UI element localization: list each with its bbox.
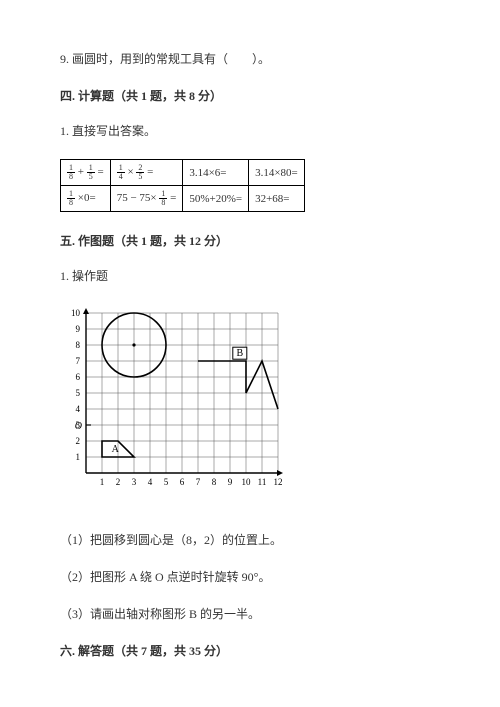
svg-text:5: 5 xyxy=(76,388,81,398)
table-cell: 50%+20%= xyxy=(183,186,249,212)
table-cell: 75 − 75× 18 = xyxy=(110,186,183,212)
table-cell: 14 × 25 = xyxy=(110,160,183,186)
svg-text:8: 8 xyxy=(212,477,217,487)
svg-text:A: A xyxy=(112,444,120,455)
section-5-q1: 1. 操作题 xyxy=(60,267,440,286)
svg-text:10: 10 xyxy=(242,477,252,487)
svg-text:O: O xyxy=(75,421,82,432)
svg-text:10: 10 xyxy=(71,308,81,318)
subquestion-2: （2）把图形 A 绕 O 点逆时针旋转 90°。 xyxy=(60,568,440,587)
svg-text:2: 2 xyxy=(116,477,121,487)
section-5-heading: 五. 作图题（共 1 题，共 12 分） xyxy=(60,232,440,249)
section-4-heading: 四. 计算题（共 1 题，共 8 分） xyxy=(60,87,440,104)
svg-text:11: 11 xyxy=(258,477,267,487)
table-cell: 3.14×80= xyxy=(249,160,305,186)
subquestion-3: （3）请画出轴对称图形 B 的另一半。 xyxy=(60,605,440,624)
svg-text:5: 5 xyxy=(164,477,169,487)
svg-text:7: 7 xyxy=(76,356,81,366)
svg-text:7: 7 xyxy=(196,477,201,487)
subquestion-1: （1）把圆移到圆心是（8，2）的位置上。 xyxy=(60,531,440,550)
svg-text:4: 4 xyxy=(148,477,153,487)
svg-text:4: 4 xyxy=(76,404,81,414)
svg-text:6: 6 xyxy=(76,372,81,382)
calculation-table: 18 + 15 = 14 × 25 = 3.14×6=3.14×80= 18 ×0… xyxy=(60,159,305,212)
svg-text:1: 1 xyxy=(100,477,105,487)
svg-text:8: 8 xyxy=(76,340,81,350)
svg-text:3: 3 xyxy=(132,477,137,487)
table-cell: 3.14×6= xyxy=(183,160,249,186)
table-cell: 18 + 15 = xyxy=(61,160,111,186)
grid-figure: 12345678910111212345678910OAB xyxy=(60,305,440,505)
question-9: 9. 画圆时，用到的常规工具有（ ）。 xyxy=(60,50,440,69)
svg-text:B: B xyxy=(236,348,243,359)
section-4-q1: 1. 直接写出答案。 xyxy=(60,122,440,141)
svg-text:9: 9 xyxy=(228,477,233,487)
table-cell: 18 ×0= xyxy=(61,186,111,212)
section-6-heading: 六. 解答题（共 7 题，共 35 分） xyxy=(60,642,440,659)
svg-text:12: 12 xyxy=(274,477,283,487)
svg-text:9: 9 xyxy=(76,324,81,334)
svg-text:2: 2 xyxy=(76,436,81,446)
svg-text:6: 6 xyxy=(180,477,185,487)
svg-text:1: 1 xyxy=(76,452,81,462)
table-cell: 32+68= xyxy=(249,186,305,212)
